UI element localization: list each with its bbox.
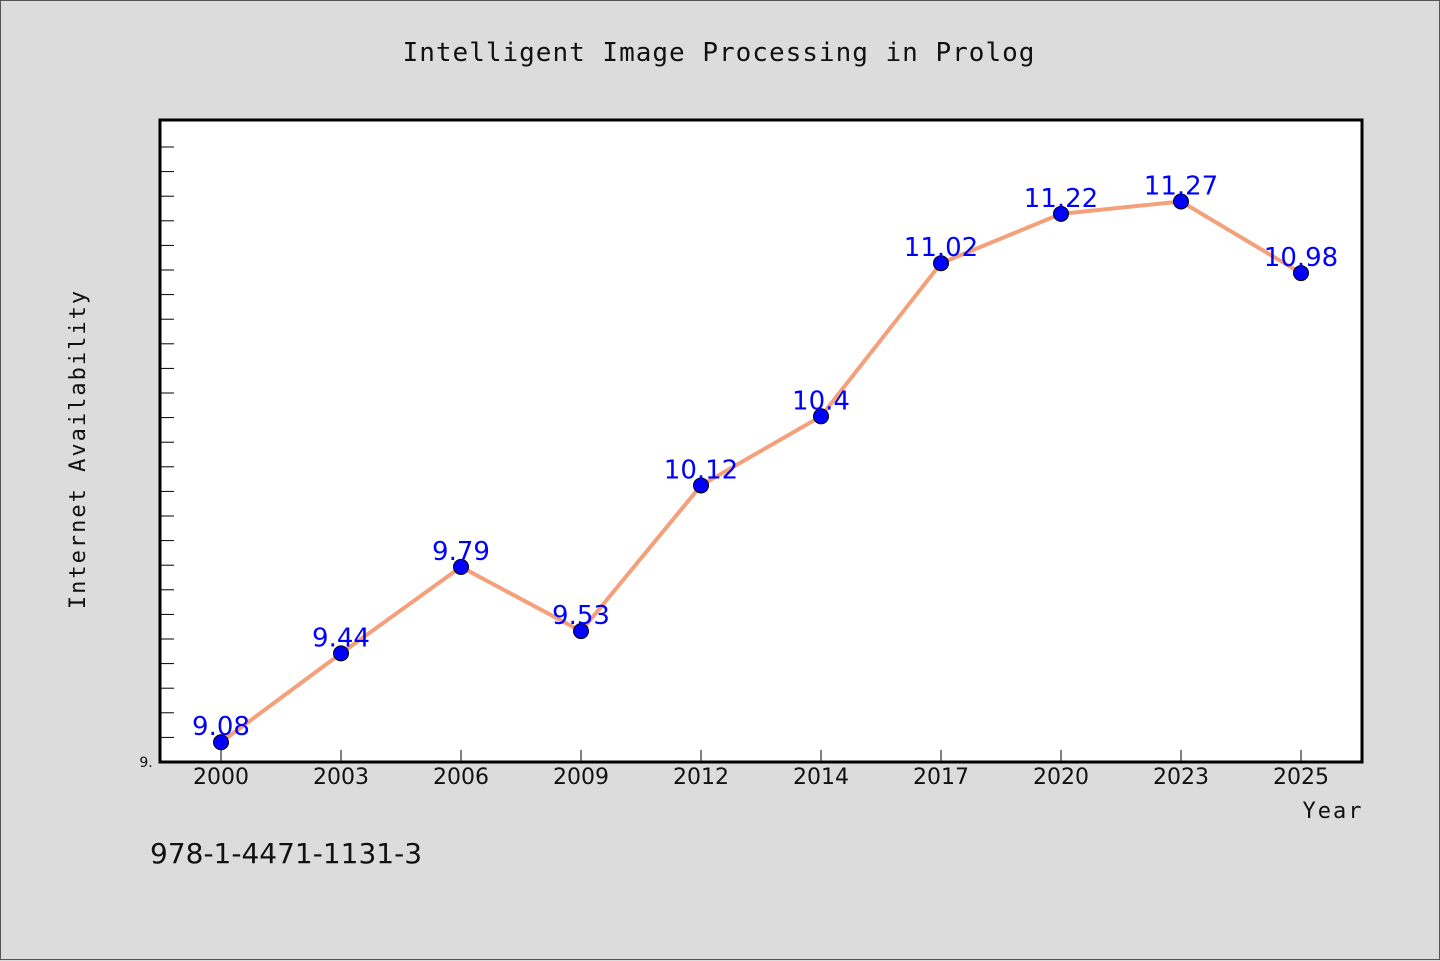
data-label: 10.4 — [792, 386, 850, 416]
x-tick-label: 2023 — [1153, 765, 1209, 790]
y-axis-label: Internet Availability — [66, 289, 91, 609]
data-point — [813, 408, 829, 425]
x-tick-label: 2014 — [793, 765, 849, 790]
x-tick-label: 2003 — [313, 765, 369, 790]
x-tick-label: 2017 — [913, 765, 969, 790]
data-point — [333, 645, 349, 662]
series-line — [219, 199, 1303, 744]
data-point — [933, 255, 949, 272]
data-label: 11.27 — [1144, 171, 1218, 201]
data-point — [453, 558, 469, 575]
data-point — [213, 734, 229, 751]
x-axis-label: Year — [1303, 799, 1364, 824]
data-label: 9.44 — [312, 623, 370, 653]
data-markers — [213, 193, 1309, 751]
x-tick-label: 2025 — [1273, 765, 1329, 790]
data-point — [1053, 205, 1069, 222]
x-tick-label: 2020 — [1033, 765, 1089, 790]
data-label: 11.22 — [1024, 184, 1098, 214]
data-labels: 9.08 9.44 9.79 9.53 10.12 10.4 11.02 11.22 11.27… — [192, 171, 1338, 742]
data-label: 11.02 — [904, 233, 978, 263]
plot-area — [158, 118, 1364, 764]
chart-title: Intelligent Image Processing in Prolog — [403, 38, 1036, 68]
data-label: 10.12 — [664, 455, 738, 485]
x-tick-label: 2000 — [193, 765, 249, 790]
isbn-text: 978-1-4471-1131-3 — [150, 837, 422, 870]
x-tick-label: 2009 — [553, 765, 609, 790]
data-point — [1173, 193, 1189, 210]
data-point — [573, 623, 589, 640]
x-axis-ticks — [220, 750, 1302, 762]
data-point — [693, 477, 709, 494]
x-tick-labels: 2000 2003 2006 2009 2012 2014 2017 2020 2023 2025 — [193, 765, 1329, 790]
y-tick-label: 9. — [139, 755, 152, 771]
data-label: 9.53 — [552, 601, 610, 631]
x-tick-label: 2006 — [433, 765, 489, 790]
data-label: 9.08 — [192, 712, 250, 742]
y-axis-ticks — [160, 146, 174, 763]
data-label: 10.98 — [1264, 243, 1338, 273]
data-label: 9.79 — [432, 537, 490, 567]
data-point — [1293, 265, 1309, 282]
x-tick-label: 2012 — [673, 765, 729, 790]
